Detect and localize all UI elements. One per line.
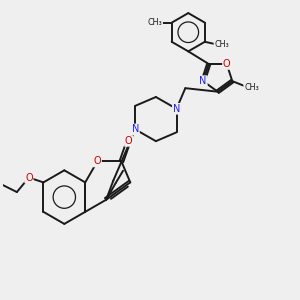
Text: N: N [173,104,180,114]
Text: O: O [223,59,230,69]
Text: CH₃: CH₃ [244,82,259,91]
Text: O: O [125,136,133,146]
Text: CH₃: CH₃ [148,18,162,27]
Text: N: N [132,124,139,134]
Text: O: O [25,172,33,183]
Text: N: N [200,76,207,86]
Text: CH₃: CH₃ [214,40,229,49]
Text: O: O [94,157,101,166]
